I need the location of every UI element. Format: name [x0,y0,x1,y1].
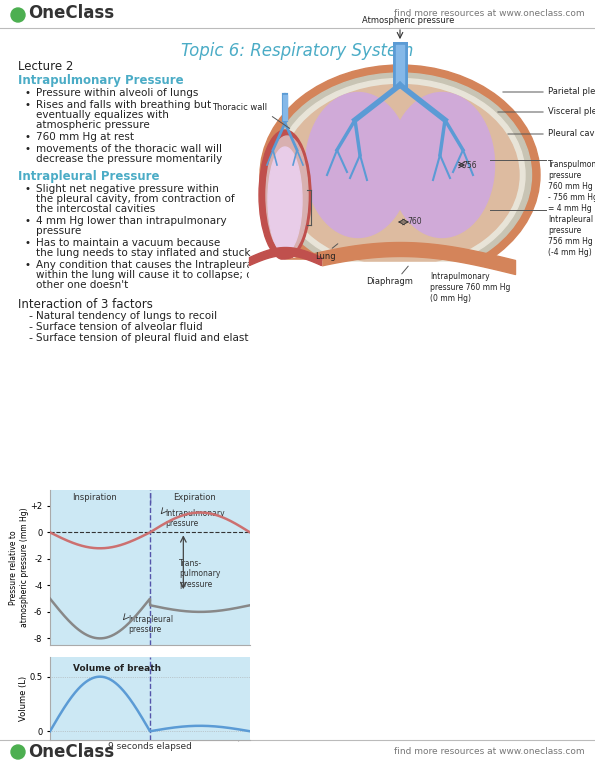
Text: Intrapulmonary
pressure 760 mm Hg
(0 mm Hg): Intrapulmonary pressure 760 mm Hg (0 mm … [430,272,511,303]
Text: 4 mm Hg lower than intrapulmonary: 4 mm Hg lower than intrapulmonary [36,216,227,226]
Text: OneClass: OneClass [28,743,114,761]
Text: Has to maintain a vacuum because: Has to maintain a vacuum because [36,238,220,248]
Text: •: • [324,181,330,191]
Text: Inspiration and Expiration
(quiet/forced): Inspiration and Expiration (quiet/forced… [318,125,491,154]
Text: •: • [24,216,30,226]
Text: eventually equalizes with: eventually equalizes with [36,110,169,120]
Text: •: • [324,203,330,213]
Text: Surface tension of pleural fluid and elasticity of chest wall: Surface tension of pleural fluid and ela… [36,333,340,343]
Text: Atmospheric pressure: Atmospheric pressure [362,16,454,25]
Text: Intrapleural
pressure
756 mm Hg
(-4 mm Hg): Intrapleural pressure 756 mm Hg (-4 mm H… [548,215,593,257]
Text: find more resources at www.oneclass.com: find more resources at www.oneclass.com [394,8,585,18]
Text: -: - [28,333,32,343]
Text: •: • [24,100,30,110]
Text: •: • [24,184,30,194]
Text: decrease the pressure momentarily: decrease the pressure momentarily [36,154,223,164]
Text: OneClass: OneClass [28,4,114,22]
Text: Lecture 2: Lecture 2 [18,60,73,73]
Text: •: • [24,238,30,248]
Text: •: • [24,260,30,270]
Text: within the lung will cause it to collapse; one lung can collapse while the: within the lung will cause it to collaps… [36,270,411,280]
Y-axis label: Pressure relative to
atmospheric pressure (mm Hg): Pressure relative to atmospheric pressur… [10,507,29,628]
Text: greater compliance: greater compliance [333,223,434,233]
Text: pressure: pressure [36,226,82,236]
Text: Expiration: Expiration [173,493,216,501]
Ellipse shape [275,79,525,272]
Text: Rises and falls with breathing but: Rises and falls with breathing but [36,100,211,110]
Text: Inspiration: Inspiration [72,493,117,501]
Text: Visceral pleura: Visceral pleura [548,108,595,116]
Ellipse shape [268,147,302,253]
Circle shape [11,8,25,22]
Text: Diaphragm: Diaphragm [367,277,414,286]
Text: Pressure increases as the: Pressure increases as the [333,203,466,213]
Text: Natural tendency of lungs to recoil: Natural tendency of lungs to recoil [36,311,217,321]
Text: other one doesn't: other one doesn't [36,280,129,290]
Text: lung expands more; a: lung expands more; a [333,213,447,223]
Text: 756: 756 [463,160,477,169]
Text: atmospheric pressure: atmospheric pressure [36,120,150,130]
Ellipse shape [260,65,540,285]
Text: the intercostal cavities: the intercostal cavities [36,204,155,214]
Text: Intrapleural
pressure: Intrapleural pressure [128,614,173,634]
Text: Transpleural Pressure: Transpleural Pressure [318,165,464,178]
Text: |: | [148,493,152,503]
Text: the pleural cavity, from contraction of: the pleural cavity, from contraction of [36,194,234,204]
Text: Intrapleural: Intrapleural [333,191,394,201]
Polygon shape [249,260,321,395]
Text: •: • [24,88,30,98]
Ellipse shape [305,92,411,237]
Ellipse shape [281,85,519,266]
Text: Parietal pleura: Parietal pleura [548,88,595,96]
Text: Intrapulmonary Pressure: Intrapulmonary Pressure [18,74,184,87]
Text: Surface tension of alveolar fluid: Surface tension of alveolar fluid [36,322,203,332]
Circle shape [11,745,25,759]
Text: movements of the thoracic wall will: movements of the thoracic wall will [36,144,222,154]
Ellipse shape [268,73,531,277]
Y-axis label: Volume (L): Volume (L) [19,676,28,721]
Text: -: - [28,311,32,321]
Ellipse shape [266,136,308,254]
Text: 9 seconds elapsed: 9 seconds elapsed [108,742,192,751]
Text: Pressure within alveoli of lungs: Pressure within alveoli of lungs [36,88,198,98]
Text: Volume of breath: Volume of breath [73,664,161,672]
Ellipse shape [259,130,311,260]
Text: 760: 760 [408,217,422,226]
Text: Intrapleural Pressure: Intrapleural Pressure [18,170,159,183]
Text: Intrapulmonary
pressure: Intrapulmonary pressure [165,508,225,528]
Text: Intrapulmonary minus: Intrapulmonary minus [333,181,449,191]
Ellipse shape [390,92,494,237]
Text: Transpulmonary
pressure
760 mm Hg
- 756 mm Hg
= 4 mm Hg: Transpulmonary pressure 760 mm Hg - 756 … [548,160,595,213]
Text: Any condition that causes the Intrapleural pressure and the pressure: Any condition that causes the Intrapleur… [36,260,396,270]
Text: find more resources at www.oneclass.com: find more resources at www.oneclass.com [394,748,585,756]
Polygon shape [260,262,540,380]
Text: •: • [24,144,30,154]
Text: Topic 6: Respiratory System: Topic 6: Respiratory System [181,42,414,60]
Text: Pleural cavity: Pleural cavity [548,129,595,139]
Text: Trans-
pulmonary
pressure: Trans- pulmonary pressure [179,559,220,589]
Text: Thoracic wall: Thoracic wall [212,103,267,112]
Text: Slight net negative pressure within: Slight net negative pressure within [36,184,219,194]
Text: the lung needs to stay inflated and stuck: the lung needs to stay inflated and stuc… [36,248,250,258]
Text: 760 mm Hg at rest: 760 mm Hg at rest [36,132,134,142]
Text: Interaction of 3 factors: Interaction of 3 factors [18,298,153,311]
Text: Lung: Lung [315,252,336,261]
Text: •: • [24,132,30,142]
Text: -: - [28,322,32,332]
